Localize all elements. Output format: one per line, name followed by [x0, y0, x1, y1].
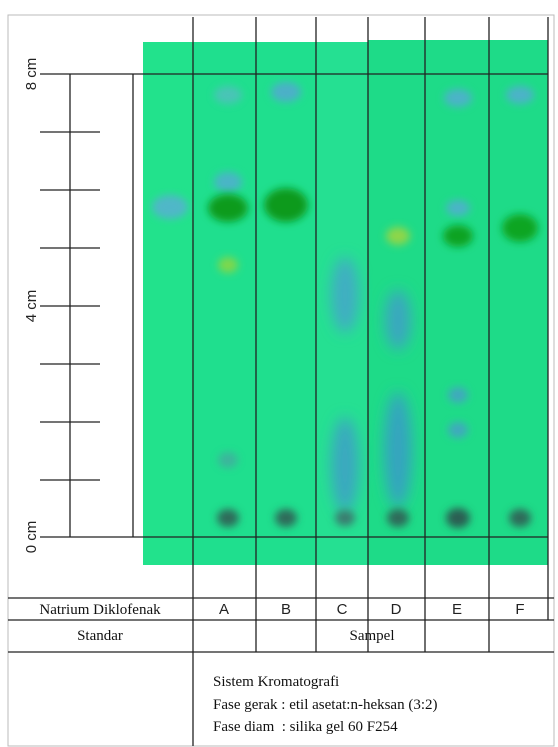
group-label: Standar: [77, 628, 123, 644]
ruler-label: 4 cm: [23, 290, 40, 323]
ruler-label: 0 cm: [23, 521, 40, 554]
table-lines: [8, 597, 554, 653]
lane-label: C: [337, 601, 348, 618]
lane-label: B: [281, 601, 291, 618]
info-line: Sistem Kromatografi: [213, 674, 339, 690]
plate-lines: [40, 17, 549, 746]
lane-label: F: [515, 601, 524, 618]
ruler-label: 8 cm: [23, 58, 40, 91]
info-line: Fase diam : silika gel 60 F254: [213, 719, 398, 735]
group-label: Sampel: [350, 628, 395, 644]
lane-label: A: [219, 601, 229, 618]
ruler: [40, 74, 100, 537]
spots: [152, 82, 538, 528]
info-line: Fase gerak : etil asetat:n-heksan (3:2): [213, 697, 438, 713]
lane-label: Natrium Diklofenak: [39, 602, 161, 618]
lane-label: D: [391, 601, 402, 618]
lane-label: E: [452, 601, 462, 618]
